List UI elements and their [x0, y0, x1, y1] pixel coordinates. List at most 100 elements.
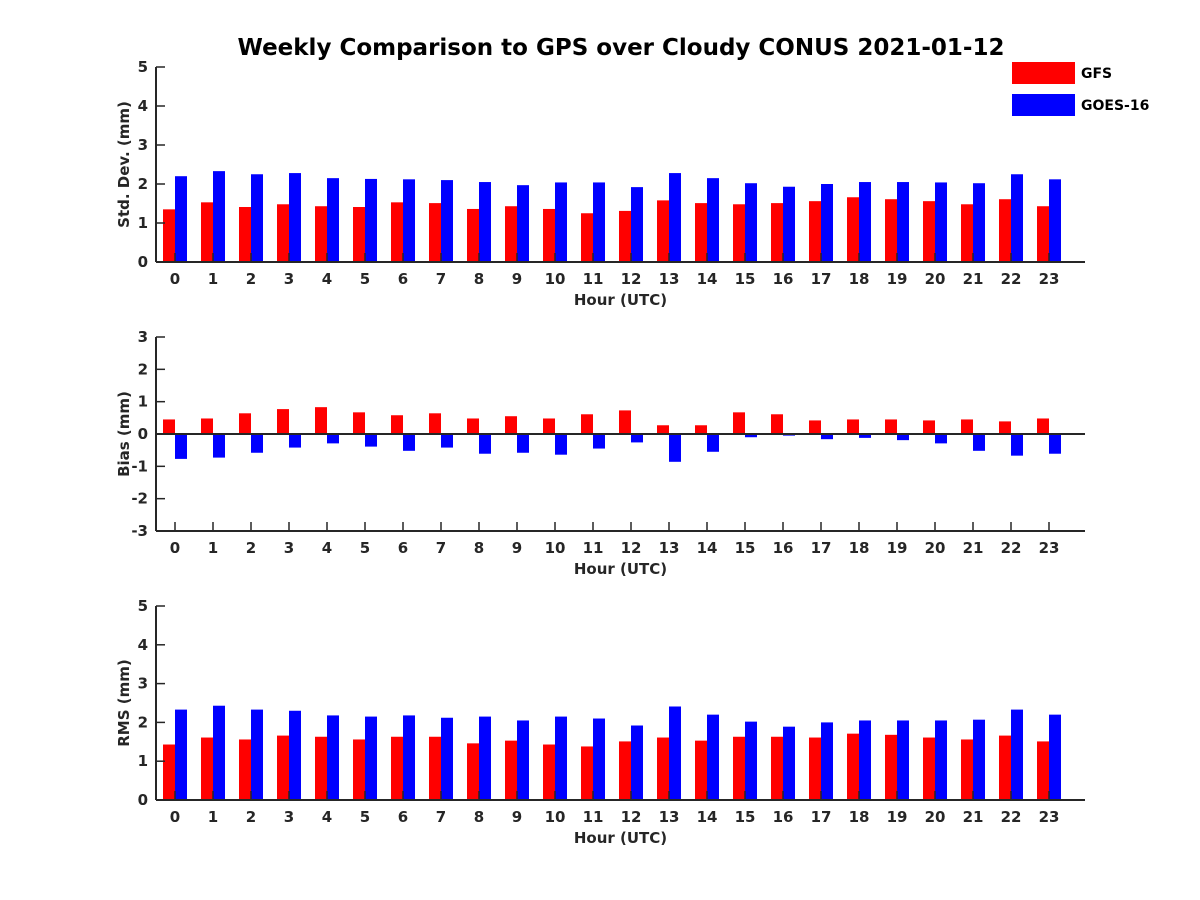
x-tick-label: 18 — [849, 808, 870, 826]
bar-gfs — [353, 207, 365, 262]
x-tick-label: 5 — [360, 270, 370, 288]
bar-gfs — [581, 213, 593, 262]
x-tick-label: 2 — [246, 808, 256, 826]
bar-gfs — [505, 740, 517, 800]
bar-gfs — [771, 736, 783, 800]
bar-gfs — [695, 740, 707, 800]
bar-gfs — [619, 410, 631, 434]
bar-goes16 — [289, 434, 301, 448]
bar-gfs — [315, 206, 327, 262]
bar-gfs — [239, 207, 251, 262]
x-axis-label: Hour (UTC) — [574, 291, 667, 309]
x-tick-label: 8 — [474, 270, 484, 288]
x-tick-label: 0 — [170, 539, 180, 557]
x-tick-label: 21 — [963, 539, 984, 557]
bar-gfs — [391, 415, 403, 434]
x-tick-label: 17 — [811, 539, 832, 557]
bar-goes16 — [479, 716, 491, 800]
x-tick-label: 1 — [208, 808, 218, 826]
bar-gfs — [619, 210, 631, 262]
x-axis-label: Hour (UTC) — [574, 560, 667, 578]
bar-goes16 — [973, 719, 985, 800]
bar-gfs — [277, 409, 289, 434]
bar-goes16 — [859, 182, 871, 262]
chart-title: Weekly Comparison to GPS over Cloudy CON… — [238, 35, 1005, 61]
bar-goes16 — [707, 434, 719, 452]
bar-gfs — [999, 421, 1011, 434]
y-tick-label: 4 — [138, 97, 148, 115]
x-tick-label: 7 — [436, 539, 446, 557]
bar-gfs — [201, 202, 213, 262]
bar-goes16 — [327, 434, 339, 444]
bar-goes16 — [441, 434, 453, 448]
bar-goes16 — [897, 182, 909, 262]
bar-goes16 — [783, 726, 795, 800]
bar-gfs — [1037, 741, 1049, 800]
y-axis-label: RMS (mm) — [115, 659, 133, 746]
x-tick-label: 5 — [360, 808, 370, 826]
x-tick-label: 12 — [621, 539, 642, 557]
x-tick-label: 3 — [284, 539, 294, 557]
bar-gfs — [543, 744, 555, 800]
bar-goes16 — [441, 180, 453, 262]
x-tick-label: 6 — [398, 808, 408, 826]
bar-gfs — [429, 736, 441, 800]
bar-gfs — [239, 739, 251, 800]
bar-goes16 — [669, 173, 681, 262]
x-tick-label: 22 — [1001, 270, 1022, 288]
y-tick-label: 1 — [138, 393, 148, 411]
bar-gfs — [695, 425, 707, 434]
bar-gfs — [1037, 418, 1049, 434]
bar-gfs — [201, 737, 213, 800]
x-tick-label: 21 — [963, 808, 984, 826]
y-tick-label: 3 — [138, 675, 148, 693]
x-tick-label: 20 — [925, 539, 946, 557]
x-tick-label: 16 — [773, 808, 794, 826]
bar-goes16 — [479, 434, 491, 454]
bar-gfs — [847, 733, 859, 800]
bar-gfs — [885, 419, 897, 434]
bar-goes16 — [631, 434, 643, 443]
bar-goes16 — [593, 182, 605, 262]
x-tick-label: 22 — [1001, 539, 1022, 557]
bar-goes16 — [897, 434, 909, 441]
bar-goes16 — [783, 186, 795, 262]
bar-gfs — [961, 739, 973, 800]
bar-gfs — [505, 206, 517, 262]
bar-goes16 — [669, 434, 681, 462]
bar-goes16 — [327, 178, 339, 262]
bar-gfs — [809, 420, 821, 434]
bar-goes16 — [1011, 174, 1023, 262]
x-tick-label: 9 — [512, 808, 522, 826]
x-tick-label: 13 — [659, 539, 680, 557]
y-tick-label: 5 — [138, 597, 148, 615]
bar-goes16 — [517, 185, 529, 262]
bar-gfs — [847, 197, 859, 262]
y-tick-label: 4 — [138, 636, 148, 654]
x-tick-label: 17 — [811, 270, 832, 288]
bar-goes16 — [1011, 709, 1023, 800]
bar-goes16 — [897, 720, 909, 800]
bar-goes16 — [289, 710, 301, 800]
bar-goes16 — [289, 173, 301, 262]
legend-label: GOES-16 — [1081, 98, 1149, 114]
x-tick-label: 8 — [474, 808, 484, 826]
bar-goes16 — [821, 722, 833, 800]
x-tick-label: 1 — [208, 539, 218, 557]
bar-gfs — [315, 736, 327, 800]
bar-gfs — [733, 412, 745, 434]
x-tick-label: 4 — [322, 539, 332, 557]
x-tick-label: 9 — [512, 539, 522, 557]
bar-gfs — [581, 746, 593, 800]
chart-legend: GFS GOES-16 — [1012, 62, 1149, 116]
bar-goes16 — [707, 178, 719, 262]
x-tick-label: 22 — [1001, 808, 1022, 826]
bar-gfs — [999, 735, 1011, 800]
x-tick-label: 0 — [170, 270, 180, 288]
x-tick-label: 20 — [925, 808, 946, 826]
x-tick-label: 18 — [849, 539, 870, 557]
bar-gfs — [923, 420, 935, 434]
bar-gfs — [201, 418, 213, 434]
bar-gfs — [353, 412, 365, 434]
